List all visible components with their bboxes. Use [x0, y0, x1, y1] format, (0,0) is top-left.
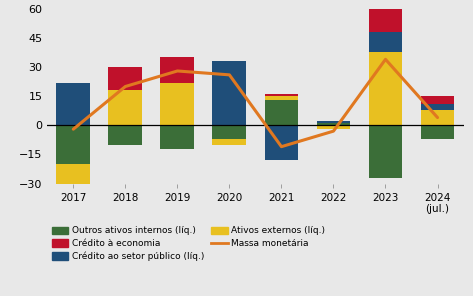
Bar	[316, 125, 350, 129]
Bar	[368, 52, 403, 125]
Legend: Outros ativos internos (líq.), Crédito à economia, Crédito ao setor público (líq: Outros ativos internos (líq.), Crédito à…	[52, 226, 325, 261]
Bar	[264, 100, 298, 125]
Bar	[160, 125, 194, 149]
Bar	[56, 164, 90, 187]
Bar	[212, 139, 246, 145]
Bar	[264, 96, 298, 100]
Bar	[212, 61, 246, 125]
Bar	[108, 90, 142, 125]
Bar	[56, 83, 90, 125]
Bar	[264, 125, 298, 160]
Bar	[160, 83, 194, 125]
Bar	[420, 110, 455, 125]
Bar	[56, 125, 90, 164]
Bar	[368, 125, 403, 178]
Bar	[368, 32, 403, 52]
Bar	[368, 5, 403, 32]
Bar	[420, 125, 455, 139]
Bar	[264, 94, 298, 96]
Bar	[420, 104, 455, 110]
Bar	[316, 123, 350, 125]
Bar	[108, 125, 142, 145]
Bar	[420, 96, 455, 104]
Bar	[108, 67, 142, 90]
Bar	[212, 125, 246, 139]
Bar	[160, 57, 194, 83]
Bar	[316, 121, 350, 123]
